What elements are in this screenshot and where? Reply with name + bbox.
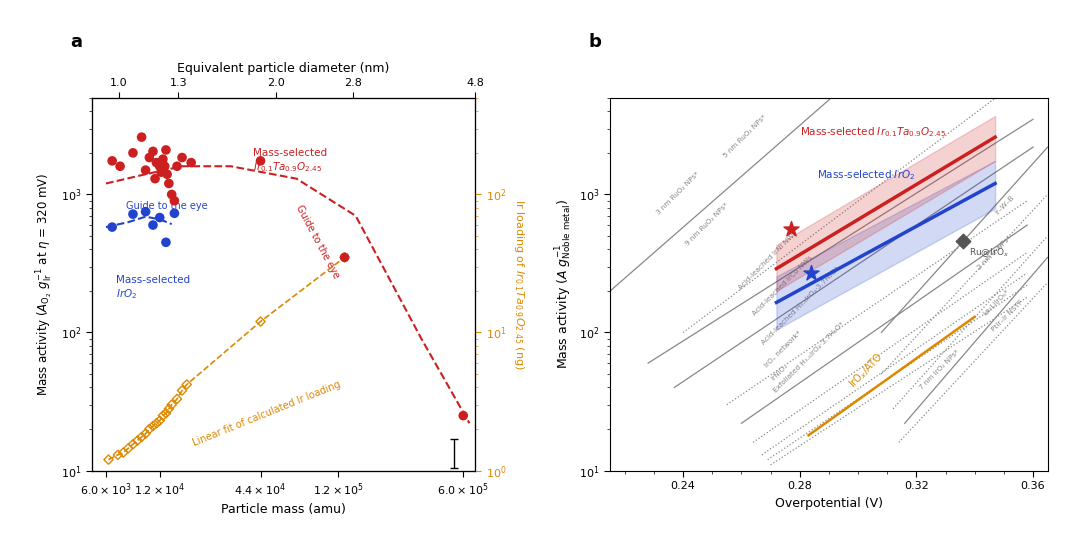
Text: Exfoliated H₃.₆IrO₄·3.7H₂O*: Exfoliated H₃.₆IrO₄·3.7H₂O*	[772, 321, 845, 394]
Point	[154, 155, 172, 164]
Point	[174, 386, 191, 395]
Text: IrOₓ network*: IrOₓ network*	[764, 329, 802, 368]
Point	[252, 317, 269, 326]
Point	[124, 210, 141, 219]
Point	[158, 146, 175, 154]
X-axis label: Equivalent particle diameter (nm): Equivalent particle diameter (nm)	[177, 62, 390, 75]
Text: Guide to the eye: Guide to the eye	[126, 201, 208, 211]
Text: 2 nm Ir NPs*: 2 nm Ir NPs*	[976, 234, 1012, 271]
Point	[336, 253, 353, 262]
Text: Ru NPs*: Ru NPs*	[611, 45, 636, 70]
Point	[336, 253, 353, 262]
Point	[140, 425, 158, 434]
Point	[455, 411, 472, 420]
Point	[168, 162, 186, 171]
Y-axis label: Mass activity ($A\ g_{\rm Noble\ metal}^{-1}$): Mass activity ($A\ g_{\rm Noble\ metal}^…	[553, 199, 573, 369]
Text: Mass-selected
$Ir_{0.1}Ta_{0.9}O_{2.45}$: Mass-selected $Ir_{0.1}Ta_{0.9}O_{2.45}$	[253, 148, 327, 174]
Text: a: a	[70, 33, 82, 51]
Point	[160, 179, 177, 188]
Text: Linear fit of calculated Ir loading: Linear fit of calculated Ir loading	[191, 380, 342, 448]
Text: Ir–W–B: Ir–W–B	[994, 194, 1015, 216]
Point	[147, 174, 164, 183]
Point	[140, 153, 158, 162]
Text: PtIr–Ir NSTF: PtIr–Ir NSTF	[990, 299, 1025, 332]
Point	[148, 158, 165, 167]
Text: 9 nm RuO₂ NPs*: 9 nm RuO₂ NPs*	[685, 201, 730, 246]
Point	[151, 213, 168, 222]
Text: Ru@IrO$_x$: Ru@IrO$_x$	[969, 246, 1009, 259]
Point	[252, 157, 269, 165]
Text: Acid-leached IrNi NWs: Acid-leached IrNi NWs	[738, 230, 798, 291]
Point	[178, 380, 195, 389]
Point	[114, 448, 132, 457]
Point	[152, 168, 170, 176]
Point	[99, 455, 117, 464]
Point	[133, 133, 150, 141]
Text: Acid-leached H₃.₆IrO₄·3.7H₂O*: Acid-leached H₃.₆IrO₄·3.7H₂O*	[760, 265, 841, 346]
Point	[157, 162, 174, 171]
Point	[154, 411, 172, 420]
Point	[183, 158, 200, 167]
Point	[163, 400, 180, 409]
Point	[137, 429, 154, 438]
Text: b: b	[589, 33, 602, 51]
Point	[782, 225, 799, 233]
Point	[159, 170, 176, 178]
Text: Mass-selected
$IrO_2$: Mass-selected $IrO_2$	[116, 275, 190, 301]
Point	[165, 196, 183, 205]
Point	[104, 157, 121, 165]
Text: Acid-leached IrCo NWs: Acid-leached IrCo NWs	[752, 255, 814, 317]
Point	[165, 209, 183, 218]
Y-axis label: Mass activity ($A_{\rm O_2}\ g_{\rm Ir}^{-1}$ at $\eta$ = 320 mV): Mass activity ($A_{\rm O_2}\ g_{\rm Ir}^…	[36, 172, 55, 396]
Point	[109, 450, 126, 459]
Point	[802, 269, 820, 277]
Point	[158, 409, 175, 418]
Point	[145, 221, 162, 230]
Point	[104, 222, 121, 231]
Text: Mass-selected $IrO_2$: Mass-selected $IrO_2$	[818, 169, 916, 182]
Point	[120, 444, 137, 453]
Text: Mass-selected $Ir_{0.1}Ta_{0.9}O_{2.45}$: Mass-selected $Ir_{0.1}Ta_{0.9}O_{2.45}$	[800, 125, 946, 139]
X-axis label: Overpotential (V): Overpotential (V)	[774, 497, 882, 510]
Text: Guide to the eye: Guide to the eye	[295, 203, 341, 280]
Point	[145, 422, 162, 430]
Point	[955, 237, 972, 245]
Y-axis label: Ir loading of $Ir_{0.1}Ta_{0.9}O_{2.45}$ (ng): Ir loading of $Ir_{0.1}Ta_{0.9}O_{2.45}$…	[512, 199, 526, 370]
Point	[160, 405, 177, 413]
Point	[129, 436, 146, 445]
Point	[168, 394, 186, 403]
Point	[151, 416, 168, 425]
Text: La₂LiIrO₆*: La₂LiIrO₆*	[982, 288, 1011, 317]
Point	[145, 147, 162, 156]
Text: IrO$_x$/ATO: IrO$_x$/ATO	[847, 349, 887, 391]
Point	[137, 166, 154, 175]
Point	[148, 419, 165, 428]
Text: 3 nm RuO₂ NPs*: 3 nm RuO₂ NPs*	[656, 171, 701, 216]
Point	[174, 153, 191, 162]
Point	[137, 207, 154, 216]
Point	[158, 238, 175, 246]
Point	[111, 162, 129, 171]
Point	[133, 432, 150, 441]
Text: 7 nm IrO₂ NPs*: 7 nm IrO₂ NPs*	[918, 348, 960, 391]
Point	[124, 440, 141, 449]
Point	[163, 190, 180, 199]
Point	[151, 162, 168, 171]
Text: IrNiOₓ: IrNiOₓ	[769, 362, 788, 382]
Text: 5 nm RuO₂ NPs*: 5 nm RuO₂ NPs*	[723, 114, 768, 159]
Point	[124, 149, 141, 157]
X-axis label: Particle mass (amu): Particle mass (amu)	[221, 503, 346, 516]
